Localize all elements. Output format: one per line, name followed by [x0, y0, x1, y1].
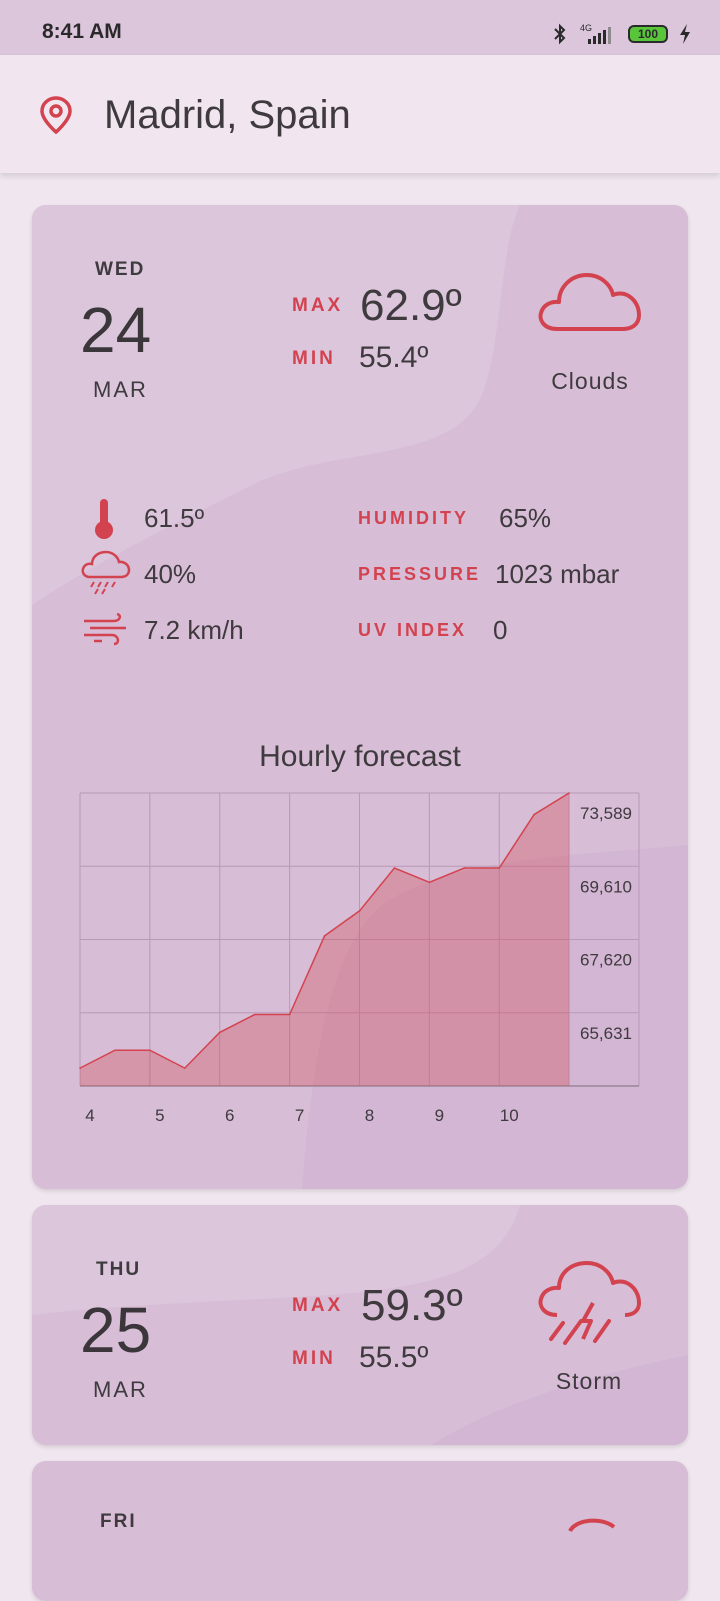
month: MAR: [93, 377, 148, 402]
chart-title: Hourly forecast: [259, 740, 461, 773]
uv-index-value: 0: [493, 615, 508, 645]
thermometer-icon: [95, 499, 113, 539]
signal-icon: 4G: [580, 23, 611, 44]
chart-point: [253, 1013, 256, 1016]
wind-icon: [84, 613, 126, 646]
chart-point: [218, 1031, 221, 1034]
day-card-wed[interactable]: WED 24 MAR MAX 62.9º MIN 55.4º Clouds 61…: [32, 205, 688, 1189]
day-number: 24: [80, 294, 152, 366]
min-temperature: 55.4º: [359, 341, 429, 374]
chart-point: [288, 1013, 291, 1016]
rain-cloud-icon: [81, 550, 131, 595]
chart-point: [568, 792, 570, 794]
chart-x-tick-label: 4: [85, 1106, 94, 1125]
location-pin-icon[interactable]: [38, 95, 74, 135]
chart-x-tick-label: 10: [500, 1106, 519, 1125]
bluetooth-icon: [554, 23, 566, 45]
svg-text:4G: 4G: [580, 23, 592, 33]
chart-x-tick-label: 7: [295, 1106, 304, 1125]
day-of-week: WED: [95, 259, 146, 280]
chart-point: [358, 910, 361, 912]
chart-y-tick-label: 69,610: [580, 877, 632, 896]
chart-point: [533, 813, 535, 816]
pressure-label: PRESSURE: [358, 564, 482, 584]
feels-like-temperature: 61.5º: [144, 503, 205, 533]
condition-label: Clouds: [551, 368, 629, 394]
max-label: MAX: [292, 1295, 344, 1316]
location-name[interactable]: Madrid, Spain: [104, 93, 351, 137]
chart-x-tick-label: 5: [155, 1106, 164, 1125]
chart-point: [184, 1067, 186, 1069]
card-background-wave: [32, 1205, 688, 1445]
condition-label: Storm: [555, 1368, 623, 1394]
min-temperature: 55.5º: [359, 1341, 429, 1374]
humidity-value: 65%: [499, 503, 552, 533]
battery-indicator: 100: [628, 25, 668, 43]
charging-icon: [680, 24, 690, 44]
card-background-wave: [32, 205, 688, 1189]
chart-x-tick-label: 9: [435, 1106, 444, 1125]
chart-point: [149, 1049, 151, 1052]
pressure-value: 1023 mbar: [495, 559, 620, 589]
chart-x-tick-label: 6: [225, 1106, 234, 1125]
storm-icon: [538, 1261, 641, 1345]
cloud-icon: [538, 273, 641, 331]
status-time: 8:41 AM: [42, 20, 122, 43]
chart-y-tick-label: 73,589: [580, 804, 632, 823]
humidity-label: HUMIDITY: [358, 508, 469, 528]
day-card-thu[interactable]: THU 25 MAR MAX 59.3º MIN 55.5º Storm: [32, 1205, 688, 1445]
day-of-week: FRI: [100, 1511, 137, 1532]
hourly-forecast-chart: 73,589 69,610 67,620 65,631 4 5 6 7 8 9 10: [79, 792, 640, 1125]
max-temperature: 59.3º: [361, 1281, 463, 1330]
location-header: Madrid, Spain: [0, 55, 720, 173]
chart-y-tick-label: 67,620: [580, 951, 632, 970]
uv-index-label: UV INDEX: [358, 620, 468, 640]
chart-area: [80, 793, 570, 1086]
precipitation-chance: 40%: [144, 559, 197, 589]
max-temperature: 62.9º: [360, 281, 462, 330]
chart-point: [428, 881, 431, 884]
wind-speed: 7.2 km/h: [144, 615, 244, 645]
status-icons: 4G 100: [552, 20, 692, 48]
chart-point: [393, 867, 396, 869]
chart-y-tick-label: 65,631: [580, 1024, 632, 1043]
chart-point: [498, 867, 501, 869]
status-bar: 8:41 AM 4G 100: [0, 0, 720, 55]
chart-x-tick-label: 8: [365, 1106, 374, 1125]
chart-point: [79, 1067, 81, 1069]
day-number: 25: [80, 1294, 152, 1366]
day-card-fri[interactable]: FRI: [32, 1461, 688, 1601]
chart-point: [323, 935, 326, 937]
chart-point: [114, 1049, 116, 1052]
min-label: MIN: [292, 1348, 336, 1369]
month: MAR: [93, 1377, 148, 1402]
min-label: MIN: [292, 348, 336, 369]
max-label: MAX: [292, 295, 344, 316]
chart-point: [463, 867, 466, 869]
day-of-week: THU: [96, 1259, 142, 1280]
condition-icon-partial: [568, 1518, 616, 1533]
